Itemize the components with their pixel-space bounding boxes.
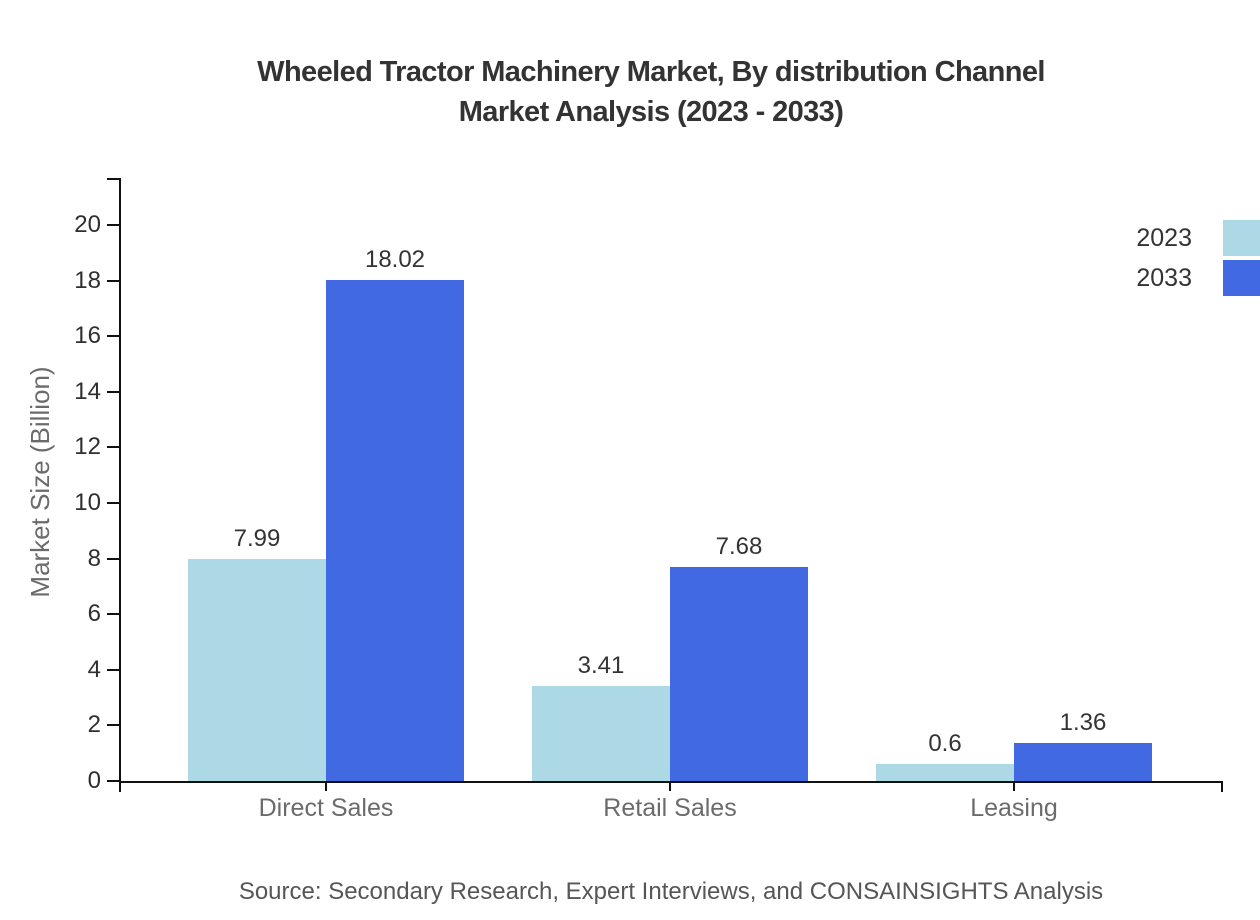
- y-tick-mark: [107, 502, 119, 504]
- y-tick-mark: [107, 724, 119, 726]
- x-tick-mark: [669, 781, 671, 791]
- y-tick-label: 4: [87, 656, 101, 683]
- bar-2033-leasing: [1014, 743, 1152, 781]
- bar-value-label: 3.41: [577, 652, 625, 679]
- bar-value-label: 7.99: [233, 525, 281, 552]
- chart-title: Wheeled Tractor Machinery Market, By dis…: [80, 52, 1222, 132]
- legend-swatch-2023: [1223, 220, 1260, 256]
- y-axis-line: [119, 178, 121, 792]
- legend-label-2023: 2023: [1136, 224, 1192, 252]
- y-tick-label: 2: [87, 711, 101, 738]
- x-tick-mark: [325, 781, 327, 791]
- y-tick-label: 14: [74, 378, 101, 405]
- chart-title-line2: Market Analysis (2023 - 2033): [458, 96, 844, 128]
- x-axis-category-label: Retail Sales: [603, 794, 737, 822]
- legend-label-2033: 2033: [1136, 264, 1192, 292]
- y-tick-label: 0: [87, 767, 101, 794]
- y-tick-mark: [107, 335, 119, 337]
- x-axis-category-label: Leasing: [970, 794, 1058, 822]
- y-tick-label: 18: [74, 267, 101, 294]
- x-axis-right-stub: [1221, 781, 1223, 792]
- y-tick-mark: [107, 446, 119, 448]
- y-tick-mark: [107, 780, 119, 782]
- chart-title-line1: Wheeled Tractor Machinery Market, By dis…: [257, 56, 1045, 88]
- y-tick-mark: [107, 224, 119, 226]
- bar-value-label: 1.36: [1059, 709, 1107, 736]
- y-tick-label: 8: [87, 545, 101, 572]
- y-tick-mark: [107, 280, 119, 282]
- bar-2033-retail-sales: [670, 567, 808, 781]
- y-tick-mark: [107, 613, 119, 615]
- bar-2023-direct-sales: [188, 559, 326, 781]
- y-tick-label: 20: [74, 211, 101, 238]
- bar-value-label: 18.02: [364, 246, 426, 273]
- x-tick-mark: [1013, 781, 1015, 791]
- bar-2033-direct-sales: [326, 280, 464, 781]
- y-tick-label: 6: [87, 600, 101, 627]
- bar-2023-leasing: [876, 764, 1014, 781]
- x-axis-line: [119, 781, 1223, 783]
- y-tick-label: 10: [74, 489, 101, 516]
- source-note: Source: Secondary Research, Expert Inter…: [238, 878, 1104, 905]
- y-tick-mark: [107, 558, 119, 560]
- y-tick-mark: [107, 391, 119, 393]
- y-axis-top-stub: [107, 178, 121, 180]
- y-tick-label: 16: [74, 322, 101, 349]
- x-axis-category-label: Direct Sales: [258, 794, 394, 822]
- legend-swatch-2033: [1223, 260, 1260, 296]
- y-tick-label: 12: [74, 433, 101, 460]
- bar-value-label: 0.6: [928, 730, 962, 757]
- bar-value-label: 7.68: [715, 533, 763, 560]
- y-tick-mark: [107, 669, 119, 671]
- bar-2023-retail-sales: [532, 686, 670, 781]
